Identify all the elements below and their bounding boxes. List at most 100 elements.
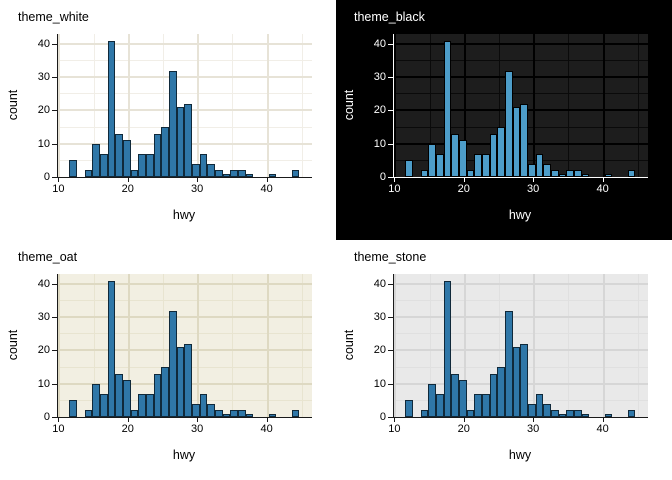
histogram-bar: [138, 393, 146, 417]
histogram-bar: [527, 163, 536, 177]
histogram-bar: [130, 410, 139, 417]
histogram-bar: [214, 410, 223, 417]
chart-theme-white: theme_white count hwy 10 20 30 40 0 10 20 30 40: [0, 0, 336, 240]
y-tick-mark: [52, 77, 57, 79]
x-tick-mark: [463, 178, 465, 182]
histogram-bar: [268, 173, 277, 177]
x-tick-mark: [463, 418, 465, 422]
gridline-minor-vertical: [162, 34, 164, 177]
gridline-minor-vertical: [301, 274, 303, 417]
x-tick-mark: [197, 178, 199, 182]
histogram-bar: [168, 70, 177, 177]
gridline-minor-horizontal: [58, 93, 312, 95]
histogram-bar: [482, 393, 490, 417]
histogram-bar: [520, 343, 528, 417]
histogram-bar: [146, 393, 154, 417]
histogram-bar: [558, 173, 567, 177]
histogram-bar: [627, 410, 636, 417]
histogram-bar: [199, 393, 208, 417]
histogram-bar: [115, 133, 124, 177]
histogram-bar: [214, 170, 223, 177]
x-tick-mark: [533, 418, 535, 422]
histogram-bar: [451, 133, 460, 177]
gridline-major-vertical: [602, 274, 605, 417]
gridline-major-horizontal: [58, 316, 312, 319]
gridline-major-vertical: [463, 34, 466, 177]
gridline-major-horizontal: [58, 282, 312, 285]
histogram-bar: [237, 410, 246, 417]
gridline-minor-vertical: [498, 34, 500, 177]
histogram-bar: [436, 393, 444, 417]
histogram-bar: [69, 160, 78, 177]
x-tick-label: 10: [52, 183, 65, 195]
histogram-bar: [466, 170, 475, 177]
y-tick-mark: [388, 317, 393, 319]
y-tick-label: 40: [373, 277, 386, 290]
histogram-bar: [535, 393, 544, 417]
histogram-bar: [146, 153, 154, 177]
histogram-bar: [207, 403, 215, 417]
histogram-bar: [230, 410, 238, 417]
x-tick-mark: [602, 178, 604, 182]
x-tick-mark: [266, 178, 268, 182]
histogram-bar: [161, 127, 169, 177]
histogram-bar: [573, 170, 582, 177]
histogram-bar: [581, 413, 590, 417]
histogram-bar: [527, 403, 536, 417]
histogram-bar: [436, 153, 444, 177]
y-tick-mark: [52, 43, 57, 45]
histogram-bar: [222, 413, 231, 417]
y-tick-label: 40: [37, 277, 50, 290]
histogram-bar: [168, 310, 177, 417]
histogram-bar: [153, 373, 162, 417]
histogram-bar: [107, 40, 116, 177]
histogram-bar: [535, 153, 544, 177]
y-tick-label: 20: [37, 104, 50, 117]
histogram-bar: [443, 280, 452, 417]
histogram-bar: [459, 380, 467, 417]
x-tick-label: 40: [260, 423, 273, 435]
histogram-bar: [489, 373, 498, 417]
y-tick-label: 20: [373, 344, 386, 357]
y-tick-mark: [52, 350, 57, 352]
histogram-bar: [497, 367, 505, 417]
gridline-minor-vertical: [232, 34, 234, 177]
histogram-bar: [291, 410, 300, 417]
x-tick-label: 30: [527, 183, 540, 195]
histogram-bar: [268, 413, 277, 417]
histogram-bar: [474, 393, 482, 417]
chart-theme-oat: theme_oat count hwy 10 20 30 40 0 10 20 30 40: [0, 240, 336, 480]
x-axis-title: hwy: [508, 448, 532, 462]
y-tick-mark: [52, 110, 57, 112]
x-axis-title: hwy: [172, 448, 196, 462]
x-tick-mark: [58, 178, 60, 182]
x-tick-label: 20: [457, 183, 470, 195]
gridline-minor-vertical: [637, 34, 639, 177]
histogram-bar: [504, 70, 513, 177]
y-tick-mark: [388, 177, 393, 178]
y-tick-mark: [52, 417, 57, 418]
histogram-bar: [466, 410, 475, 417]
gridline-major-horizontal: [58, 42, 312, 45]
y-tick-label: 10: [373, 137, 386, 150]
y-tick-label: 40: [37, 37, 50, 50]
chart-theme-black: theme_black count hwy 10 20 30 40 0 10 20 30 40: [336, 0, 672, 240]
histogram-bar: [92, 383, 101, 417]
gridline-minor-horizontal: [394, 93, 648, 95]
x-tick-mark: [394, 178, 396, 182]
plot-title: theme_oat: [18, 250, 78, 264]
histogram-bar: [153, 133, 162, 177]
x-tick-label: 30: [191, 423, 204, 435]
y-tick-mark: [388, 110, 393, 112]
histogram-bar: [138, 153, 146, 177]
x-tick-mark: [127, 418, 129, 422]
histogram-bar: [92, 143, 101, 177]
x-tick-mark: [58, 418, 60, 422]
gridline-major-vertical: [58, 34, 61, 177]
x-tick-mark: [602, 418, 604, 422]
y-tick-label: 10: [373, 377, 386, 390]
plot-title: theme_black: [354, 10, 425, 24]
histogram-bar: [459, 140, 467, 177]
y-tick-label: 10: [37, 377, 50, 390]
histogram-bar: [245, 173, 254, 177]
